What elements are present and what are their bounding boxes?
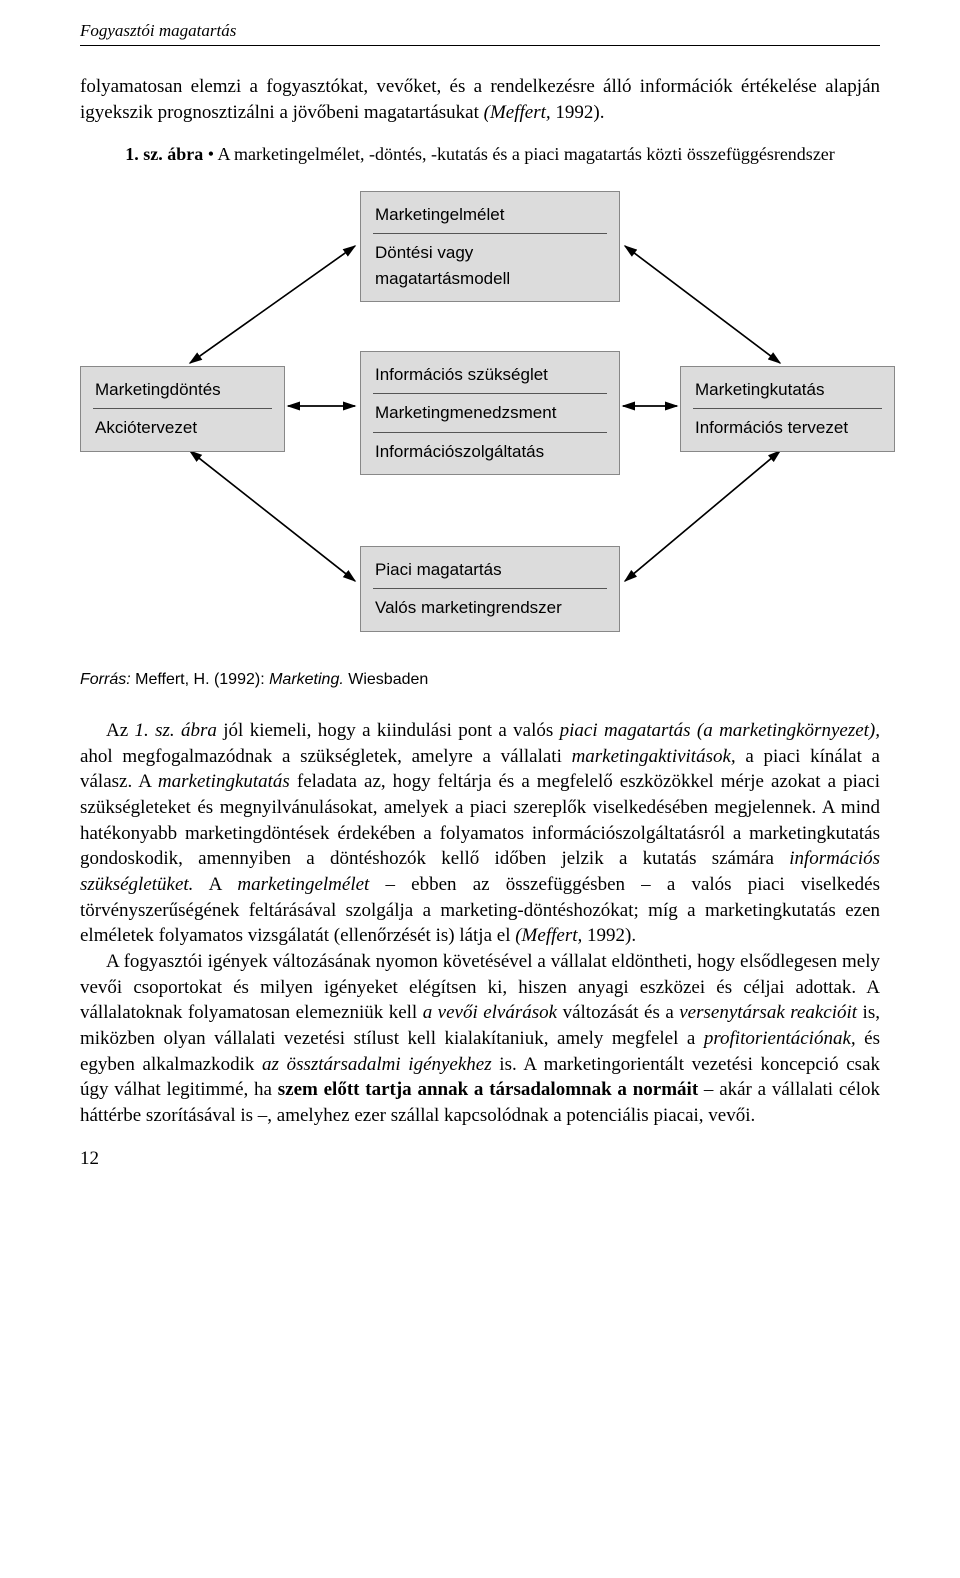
box-divider [693,408,882,409]
p1-c: jól kiemeli, hogy a kiindulási pont a va… [217,720,560,741]
diagram-box-middle: Információs szükséglet Marketingmenedzsm… [360,351,620,476]
intro-text: folyamatosan elemzi a fogyasztókat, vevő… [80,76,880,123]
box-divider [373,233,607,234]
box-top-line1: Marketingelmélet [375,202,605,228]
diagram-box-bottom: Piaci magatartás Valós marketingrendszer [360,546,620,632]
intro-paragraph: folyamatosan elemzi a fogyasztókat, vevő… [80,74,880,125]
box-mid-line1: Információs szükséglet [375,362,605,388]
source-place: Wiesbaden [344,671,429,688]
intro-citation: (Meffert, [484,102,551,123]
figure-source: Forrás: Meffert, H. (1992): Marketing. W… [80,669,880,691]
p1-e: ahol megfogalmazódnak a szükségletek, am… [80,746,572,767]
p1-h: marketingkutatás [158,771,290,792]
p2-h: az össztársadalmi igényekhez [262,1054,492,1075]
body-paragraph-1: Az 1. sz. ábra jól kiemeli, hogy a kiind… [80,718,880,949]
source-title: Marketing. [269,671,344,688]
box-divider [373,432,607,433]
p1-f: marketingaktivitások, [572,746,736,767]
p2-b: a vevői elvárások [423,1002,557,1023]
intro-year: 1992). [551,102,605,123]
running-header: Fogyasztói magatartás [80,20,880,46]
box-right-line2: Információs tervezet [695,415,880,441]
diagram-box-top: Marketingelmélet Döntési vagy magatartás… [360,191,620,303]
p1-k: A [193,874,237,895]
p2-d: versenytársak reakcióit [679,1002,857,1023]
p1-o: 1992). [582,925,636,946]
source-label: Forrás: [80,671,131,688]
p1-b: 1. sz. ábra [135,720,217,741]
figure-caption: 1. sz. ábra • A marketingelmélet, -dönté… [80,143,880,166]
p1-l: marketingelmé­let [237,874,369,895]
p2-c: változását és a [557,1002,679,1023]
p1-a: Az [106,720,135,741]
diagram-box-left: Marketingdöntés Akciótervezet [80,366,285,452]
box-bot-line1: Piaci magatartás [375,557,605,583]
p1-d: piaci magatartás (a marketingkörnyezet), [560,720,880,741]
diagram-container: Marketingelmélet Döntési vagy magatartás… [80,191,880,661]
box-mid-line2: Marketingmenedzsment [375,400,605,426]
box-divider [373,393,607,394]
figure-title: • A marketingelmélet, -döntés, -kutatás … [203,144,835,164]
diagram-box-right: Marketingkutatás Információs tervezet [680,366,895,452]
box-left-line1: Marketingdöntés [95,377,270,403]
source-author: Meffert, H. (1992): [131,671,269,688]
body-paragraph-2: A fogyasztói igények változásának nyomon… [80,949,880,1128]
box-divider [373,588,607,589]
box-right-line1: Marketingkutatás [695,377,880,403]
page-number: 12 [80,1146,880,1172]
p2-j: szem előtt tartja annak a tár­sadalomnak… [278,1079,698,1100]
p1-n: (Meffert, [515,925,582,946]
box-divider [93,408,272,409]
figure-number: 1. sz. ábra [125,144,203,164]
box-bot-line2: Valós marketingrendszer [375,595,605,621]
p2-f: profitorientációnak, [704,1028,856,1049]
box-top-line2: Döntési vagy magatartásmodell [375,240,605,291]
box-left-line2: Akciótervezet [95,415,270,441]
box-mid-line3: Információszolgáltatás [375,439,605,465]
